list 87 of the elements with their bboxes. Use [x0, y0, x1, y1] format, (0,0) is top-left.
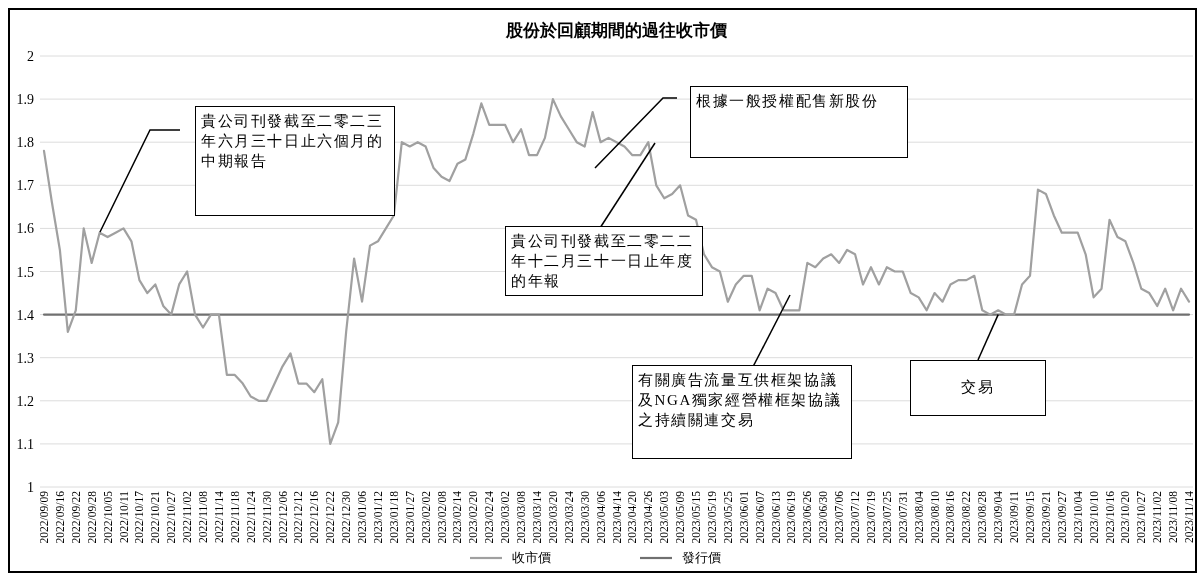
x-tick-label: 2023/03/30 — [578, 490, 591, 544]
x-tick-label: 2023/03/14 — [531, 490, 544, 544]
y-tick-label: 1.7 — [16, 178, 34, 194]
x-tick-label: 2022/10/21 — [149, 490, 162, 544]
x-tick-label: 2023/08/28 — [976, 490, 989, 544]
legend-label: 發行價 — [682, 550, 721, 565]
x-tick-label: 2023/02/02 — [419, 490, 432, 544]
x-tick-label: 2023/10/10 — [1087, 490, 1100, 544]
x-tick-label: 2023/03/08 — [515, 490, 528, 544]
x-tick-label: 2023/01/27 — [403, 490, 416, 544]
x-tick-label: 2022/09/22 — [69, 490, 82, 544]
x-tick-label: 2023/04/26 — [642, 490, 655, 544]
x-tick-label: 2023/05/19 — [705, 490, 718, 544]
x-tick-label: 2022/12/06 — [276, 490, 289, 544]
x-tick-label: 2023/09/04 — [992, 490, 1005, 544]
x-tick-label: 2023/07/25 — [880, 490, 893, 544]
y-tick-label: 1.6 — [16, 221, 34, 237]
x-tick-label: 2023/07/12 — [849, 490, 862, 544]
x-tick-label: 2022/10/05 — [101, 490, 114, 544]
x-tick-label: 2022/12/12 — [292, 490, 305, 544]
x-tick-label: 2023/04/20 — [626, 490, 639, 544]
x-tick-label: 2023/10/20 — [1119, 490, 1132, 544]
x-tick-label: 2022/09/09 — [38, 490, 50, 544]
x-tick-label: 2022/09/28 — [85, 490, 98, 544]
x-tick-label: 2023/03/02 — [499, 490, 512, 544]
x-tick-label: 2023/06/30 — [817, 490, 830, 544]
x-tick-label: 2023/04/06 — [594, 490, 607, 544]
x-tick-label: 2023/10/04 — [1071, 490, 1084, 544]
x-tick-label: 2023/05/15 — [690, 490, 703, 544]
x-tick-label: 2023/06/07 — [753, 490, 766, 544]
x-tick-label: 2023/05/25 — [721, 490, 734, 544]
x-tick-label: 2023/07/31 — [896, 490, 909, 544]
x-tick-label: 2023/06/19 — [785, 490, 798, 544]
x-tick-label: 2022/11/24 — [244, 490, 257, 543]
y-tick-label: 1 — [27, 480, 34, 495]
x-tick-label: 2022/11/14 — [212, 490, 225, 543]
x-tick-label: 2023/04/14 — [610, 490, 623, 544]
x-tick-label: 2023/02/14 — [451, 490, 464, 544]
x-tick-label: 2023/08/10 — [928, 490, 941, 544]
x-tick-label: 2022/10/27 — [165, 490, 178, 544]
x-tick-label: 2023/02/24 — [483, 490, 496, 544]
x-tick-label: 2023/01/06 — [356, 490, 369, 544]
x-tick-label: 2023/11/08 — [1167, 490, 1180, 543]
x-tick-label: 2023/09/21 — [1039, 490, 1052, 544]
x-tick-label: 2023/06/01 — [737, 490, 750, 544]
y-tick-label: 2 — [27, 49, 34, 64]
y-tick-label: 1.9 — [16, 92, 34, 108]
chart-title: 股份於回顧期間的過往收市價 — [505, 21, 728, 40]
x-tick-label: 2023/09/15 — [1024, 490, 1037, 544]
x-tick-label: 2023/08/22 — [960, 490, 973, 544]
x-tick-label: 2023/05/09 — [674, 490, 687, 544]
x-tick-label: 2023/11/02 — [1151, 490, 1164, 543]
x-tick-label: 2023/10/27 — [1135, 490, 1148, 544]
x-tick-label: 2023/09/27 — [1055, 490, 1068, 544]
x-tick-label: 2023/11/14 — [1183, 490, 1196, 543]
legend-label: 收市價 — [512, 550, 551, 565]
x-tick-label: 2023/06/26 — [801, 490, 814, 544]
x-tick-label: 2023/05/03 — [658, 490, 671, 544]
x-tick-label: 2022/11/08 — [197, 490, 210, 543]
x-tick-label: 2022/12/16 — [308, 490, 321, 544]
x-tick-label: 2023/02/08 — [435, 490, 448, 544]
y-tick-label: 1.2 — [16, 393, 34, 409]
x-tick-label: 2022/12/22 — [324, 490, 337, 544]
x-tick-label: 2023/07/06 — [833, 490, 846, 544]
x-tick-label: 2023/06/13 — [769, 490, 782, 544]
y-tick-label: 1.4 — [16, 307, 34, 323]
x-tick-label: 2023/07/19 — [864, 490, 877, 544]
x-tick-label: 2022/11/18 — [228, 490, 241, 543]
y-tick-label: 1.3 — [16, 350, 34, 366]
x-tick-label: 2023/03/20 — [546, 490, 559, 544]
x-tick-label: 2023/08/16 — [944, 490, 957, 544]
x-tick-label: 2022/10/17 — [133, 490, 146, 544]
y-tick-label: 1.5 — [16, 264, 34, 280]
y-tick-label: 1.8 — [16, 135, 34, 151]
x-tick-label: 2022/09/16 — [53, 490, 66, 544]
x-tick-label: 2023/08/04 — [912, 490, 925, 544]
x-tick-label: 2022/10/11 — [117, 490, 130, 543]
x-tick-label: 2023/10/16 — [1103, 490, 1116, 544]
x-tick-label: 2023/03/24 — [562, 490, 575, 544]
x-tick-label: 2023/01/12 — [371, 490, 384, 544]
y-tick-label: 1.1 — [16, 436, 34, 452]
x-tick-label: 2022/11/02 — [181, 490, 194, 543]
x-tick-label: 2023/09/11 — [1008, 490, 1021, 543]
x-tick-label: 2022/12/30 — [340, 490, 353, 544]
x-tick-label: 2023/01/18 — [387, 490, 400, 544]
x-tick-label: 2023/02/20 — [467, 490, 480, 544]
x-tick-label: 2022/11/30 — [260, 490, 273, 543]
